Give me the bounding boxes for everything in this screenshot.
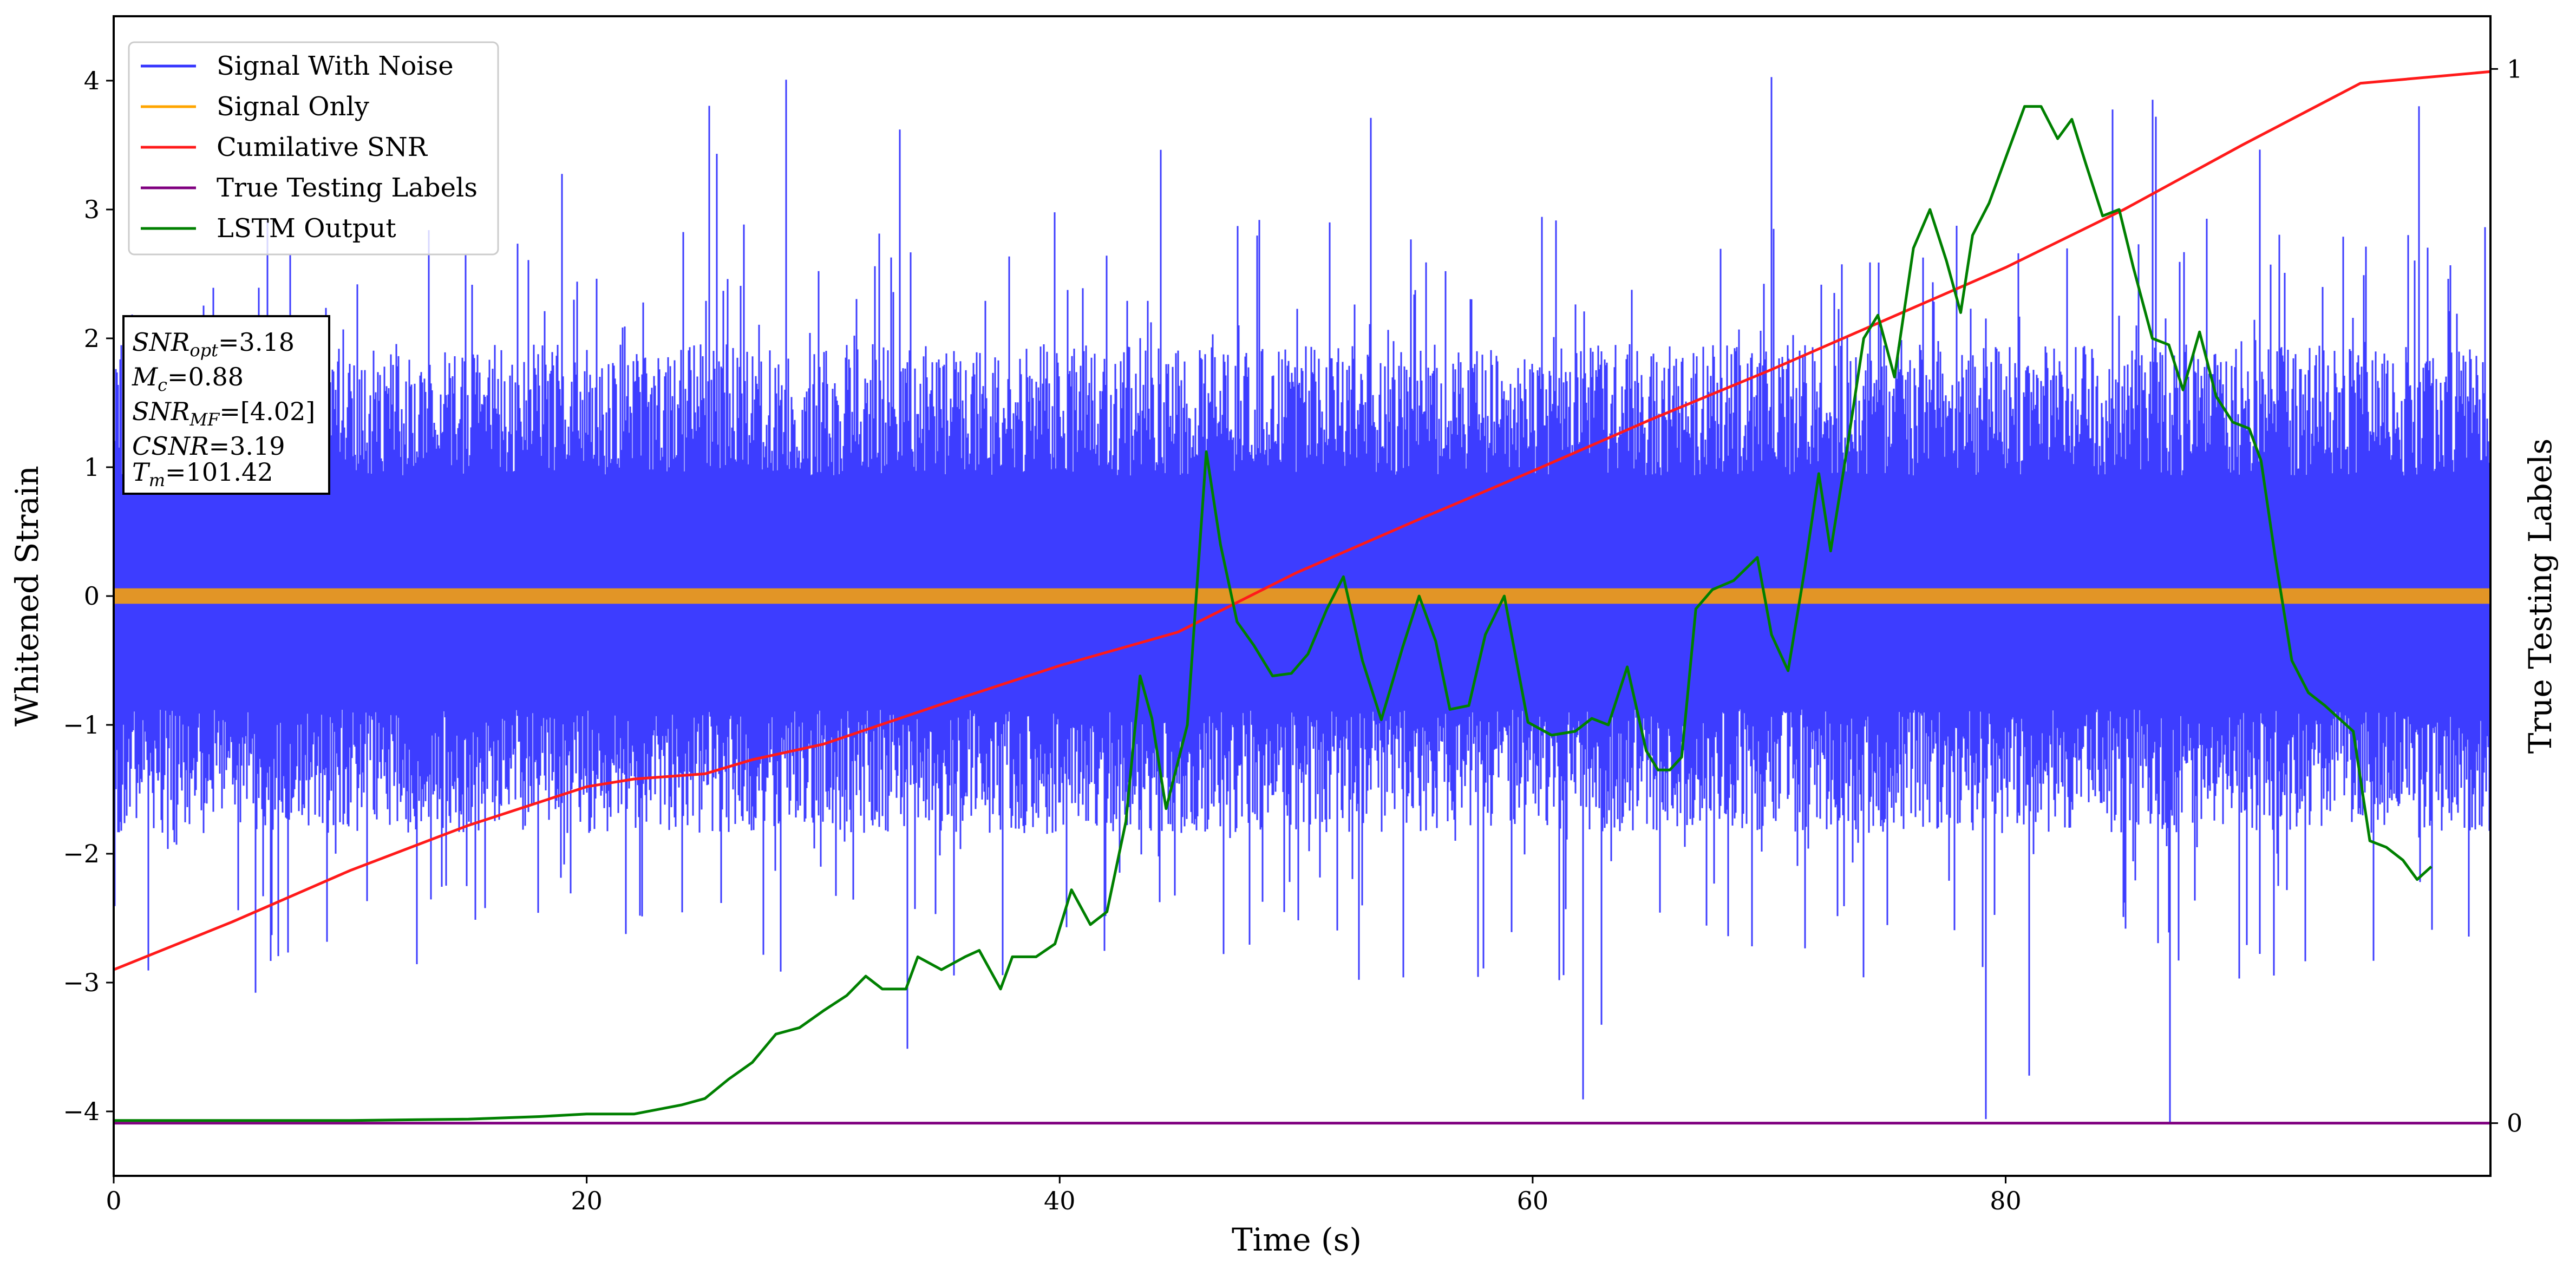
y-tick-label: 1 (84, 453, 100, 482)
legend-box (128, 41, 499, 256)
annotation-box: SNRopt=3.18 Mc=0.88 SNRMF=[4.02] CSNR=3.… (122, 315, 330, 495)
annotation-frame (122, 315, 330, 495)
legend-label-cumilative-snr: Cumilative SNR (217, 132, 428, 162)
legend-label-signal-with-noise: Signal With Noise (217, 51, 454, 81)
y-tick-label: 2 (84, 324, 100, 353)
y-tick-label-right: 1 (2507, 54, 2522, 83)
y-tick-label: −4 (63, 1097, 100, 1126)
y-tick-label-right: 0 (2507, 1109, 2522, 1138)
y-tick-label: 3 (84, 195, 100, 224)
annotation-mc-symbol: M (132, 362, 159, 391)
x-tick-label: 40 (1044, 1186, 1076, 1215)
y-axis-label: Whitened Strain (9, 466, 45, 727)
x-tick-label: 60 (1517, 1186, 1549, 1215)
y-tick-label: 4 (84, 66, 100, 95)
x-axis-label: Time (s) (1232, 1221, 1362, 1258)
annotation-mc: Mc=0.88 (132, 362, 244, 395)
annotation-tm-sub: m (149, 470, 165, 490)
legend-label-signal-only: Signal Only (217, 91, 369, 122)
series-lstm-output (114, 105, 2433, 1122)
y-tick-label: 0 (84, 581, 100, 611)
annotation-snr-opt-value: =3.18 (218, 328, 295, 357)
series-signal-only (114, 588, 2490, 604)
annotation-mc-value: =0.88 (167, 362, 244, 391)
legend-label-lstm-output: LSTM Output (217, 213, 396, 244)
annotation-snr-mf: SNRMF=[4.02] (132, 397, 315, 430)
y-tick-label: −1 (63, 710, 100, 740)
annotation-tm-value: =101.42 (165, 457, 273, 487)
annotation-snr-opt-sub: opt (189, 340, 218, 361)
legend: Signal With Noise Signal Only Cumilative… (128, 41, 499, 256)
annotation-snr-mf-sub: MF (189, 409, 220, 430)
y-tick-label: −2 (63, 839, 100, 868)
annotation-csnr-symbol: CSNR (132, 431, 209, 461)
annotation-tm-symbol: T (132, 457, 151, 487)
annotation-mc-sub: c (158, 375, 167, 395)
annotation-snr-mf-value: =[4.02] (219, 397, 315, 426)
x-tick-label: 0 (106, 1186, 121, 1215)
x-tick-label: 80 (1990, 1186, 2022, 1215)
y-tick-label: −3 (63, 968, 100, 997)
series-signal-with-noise (114, 77, 2490, 1123)
annotation-snr-opt-symbol: SNR (132, 328, 189, 357)
annotation-csnr-value: =3.19 (209, 431, 285, 461)
y-axis-label-right: True Testing Labels (2522, 439, 2559, 754)
x-tick-label: 20 (571, 1186, 603, 1215)
annotation-csnr: CSNR=3.19 (132, 431, 285, 461)
legend-label-true-testing-labels: True Testing Labels (217, 173, 478, 203)
annotation-snr-opt: SNRopt=3.18 (132, 328, 295, 361)
annotation-snr-mf-symbol: SNR (132, 397, 189, 426)
series-cumilative-snr (114, 70, 2490, 971)
annotation-tm: Tm=101.42 (132, 457, 273, 490)
